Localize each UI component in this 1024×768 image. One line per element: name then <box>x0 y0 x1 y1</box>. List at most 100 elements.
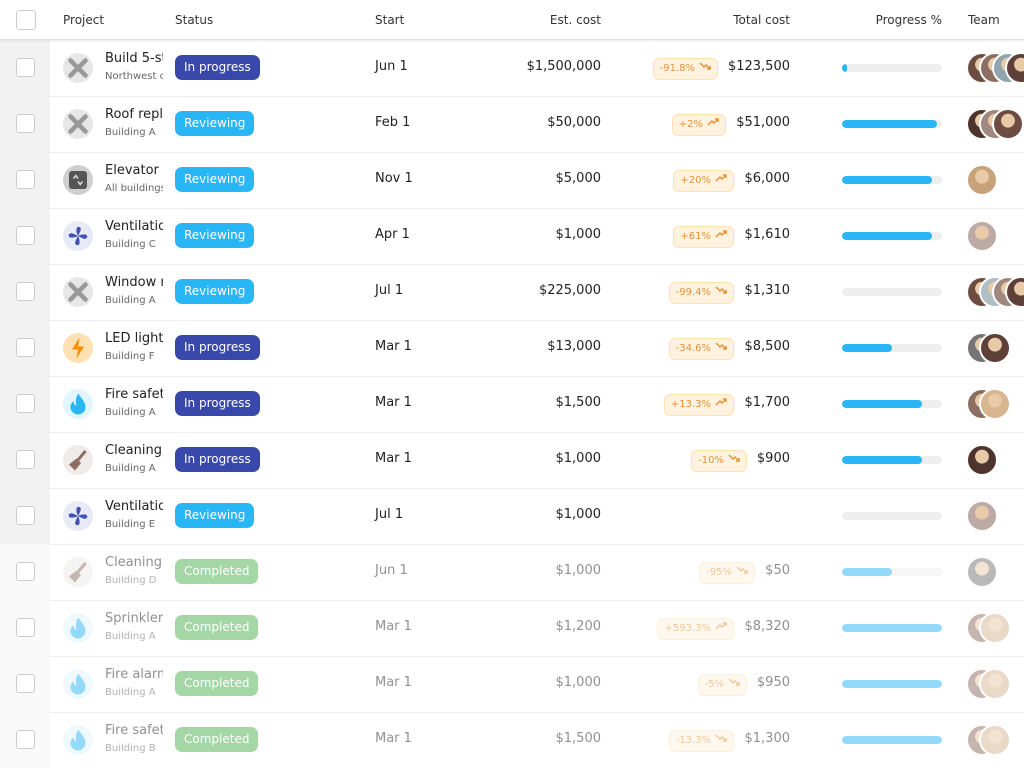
table-row[interactable]: Sprinkler Building A Completed Mar 1 $1,200 $… <box>0 600 1024 657</box>
team-avatar[interactable] <box>979 612 1011 644</box>
icon-glyph <box>70 729 86 751</box>
project-location: Building A <box>105 295 156 306</box>
row-checkbox[interactable] <box>16 282 35 301</box>
project-name: Ventilatio <box>105 499 163 514</box>
row-checkbox[interactable] <box>16 114 35 133</box>
table-row[interactable]: Fire alarm Building A Completed Mar 1 $1,000… <box>0 656 1024 713</box>
cost-change: -13.3% <box>675 735 711 746</box>
team-avatar[interactable] <box>966 220 998 252</box>
team-avatar[interactable] <box>1005 52 1024 84</box>
total-cost: $950 <box>756 675 790 690</box>
row-checkbox[interactable] <box>16 58 35 77</box>
project-location: Building A <box>105 127 156 138</box>
project-location: Building A <box>105 407 156 418</box>
table-row[interactable]: Fire safet Building B Completed Mar 1 $1,500… <box>0 712 1024 768</box>
table-row[interactable]: Window r Building A Reviewing Jul 1 $225,000… <box>0 264 1024 321</box>
table-row[interactable]: Elevator s All buildings Reviewing Nov 1 $5,… <box>0 152 1024 209</box>
row-checkbox[interactable] <box>16 618 35 637</box>
table-row[interactable]: Build 5-st Northwest c In progress Jun 1 $1,… <box>0 40 1024 97</box>
cost-change-badge: +20% <box>673 170 734 192</box>
row-content: Ventilatio Building C Reviewing Apr 1 $1,000… <box>0 208 1024 264</box>
cost-change: +13.3% <box>670 399 711 410</box>
team-avatar[interactable] <box>979 668 1011 700</box>
trend-arrow <box>715 286 727 294</box>
row-checkbox[interactable] <box>16 226 35 245</box>
row-checkbox[interactable] <box>16 170 35 189</box>
cost-change-badge: -95% <box>699 562 755 584</box>
row-checkbox[interactable] <box>16 506 35 525</box>
status-badge: Completed <box>175 671 259 696</box>
table-row[interactable]: Ventilatio Building C Reviewing Apr 1 $1,000… <box>0 208 1024 265</box>
team-avatar[interactable] <box>966 444 998 476</box>
team-avatar[interactable] <box>966 500 998 532</box>
table-row[interactable]: Fire safet Building A In progress Mar 1 $1,5… <box>0 376 1024 433</box>
project-name: Cleaning <box>105 443 162 458</box>
table-row[interactable]: Roof repl Building A Reviewing Feb 1 $50,000… <box>0 96 1024 153</box>
project-name: Fire safet <box>105 723 163 738</box>
header-row: Project Status Start Est. cost Total cos… <box>0 0 1024 40</box>
icon-glyph <box>70 617 86 639</box>
project-icon <box>63 445 93 475</box>
row-checkbox[interactable] <box>16 730 35 749</box>
cost-change: -91.8% <box>659 63 695 74</box>
team-avatar[interactable] <box>979 388 1011 420</box>
cost-change: +20% <box>680 175 711 186</box>
row-checkbox[interactable] <box>16 562 35 581</box>
header-project[interactable]: Project <box>63 13 105 27</box>
progress-fill <box>842 232 932 240</box>
team-avatar[interactable] <box>979 724 1011 756</box>
header-total-cost[interactable]: Total cost <box>733 13 790 27</box>
project-name: Fire alarm <box>105 667 163 682</box>
row-content: Build 5-st Northwest c In progress Jun 1 $1,… <box>0 40 1024 96</box>
team-avatar[interactable] <box>992 108 1024 140</box>
project-icon <box>63 277 93 307</box>
status-badge: Reviewing <box>175 503 255 528</box>
status-badge: Reviewing <box>175 223 255 248</box>
header-status[interactable]: Status <box>175 13 214 27</box>
select-all-checkbox[interactable] <box>16 10 36 30</box>
project-icon <box>63 333 93 363</box>
team-avatar[interactable] <box>979 332 1011 364</box>
trend-arrow <box>715 622 727 630</box>
row-checkbox[interactable] <box>16 450 35 469</box>
row-checkbox[interactable] <box>16 338 35 357</box>
est-cost: $1,000 <box>555 563 602 578</box>
team-avatar[interactable] <box>966 164 998 196</box>
cost-change-badge: -34.6% <box>668 338 734 360</box>
table-row[interactable]: Cleaning Building A In progress Mar 1 $1,000… <box>0 432 1024 489</box>
row-content: Roof repl Building A Reviewing Feb 1 $50,000… <box>0 96 1024 152</box>
project-icon <box>63 501 93 531</box>
header-team[interactable]: Team <box>968 13 1000 27</box>
total-cost: $6,000 <box>744 171 791 186</box>
cost-change: -99.4% <box>675 287 711 298</box>
row-checkbox[interactable] <box>16 674 35 693</box>
status-badge: In progress <box>175 447 260 472</box>
project-name: Cleaning <box>105 555 162 570</box>
cost-change: +2% <box>678 119 703 130</box>
table-row[interactable]: Cleaning Building D Completed Jun 1 $1,000 $5… <box>0 544 1024 601</box>
header-progress[interactable]: Progress % <box>875 13 942 27</box>
team-avatar[interactable] <box>1005 276 1024 308</box>
progress-fill <box>842 120 937 128</box>
team-avatar[interactable] <box>966 556 998 588</box>
progress-fill <box>842 64 847 72</box>
progress-fill <box>842 568 892 576</box>
row-checkbox[interactable] <box>16 394 35 413</box>
cost-change-badge: -13.3% <box>668 730 734 752</box>
est-cost: $1,000 <box>555 507 602 522</box>
project-icon <box>63 725 93 755</box>
table-row[interactable]: Ventilatio Building E Reviewing Jul 1 $1,000 <box>0 488 1024 545</box>
status-badge: Completed <box>175 727 259 752</box>
project-icon <box>63 557 93 587</box>
project-name: Window r <box>105 275 163 290</box>
table-row[interactable]: LED lightin Building F In progress Mar 1 $13… <box>0 320 1024 377</box>
status-badge: Completed <box>175 615 259 640</box>
header-start[interactable]: Start <box>375 13 405 27</box>
trend-arrow <box>715 734 727 742</box>
icon-glyph <box>69 450 87 471</box>
project-name: Roof repl <box>105 107 163 122</box>
status-badge: Completed <box>175 559 259 584</box>
header-est-cost[interactable]: Est. cost <box>549 13 601 27</box>
project-icon <box>63 669 93 699</box>
project-icon <box>63 109 93 139</box>
